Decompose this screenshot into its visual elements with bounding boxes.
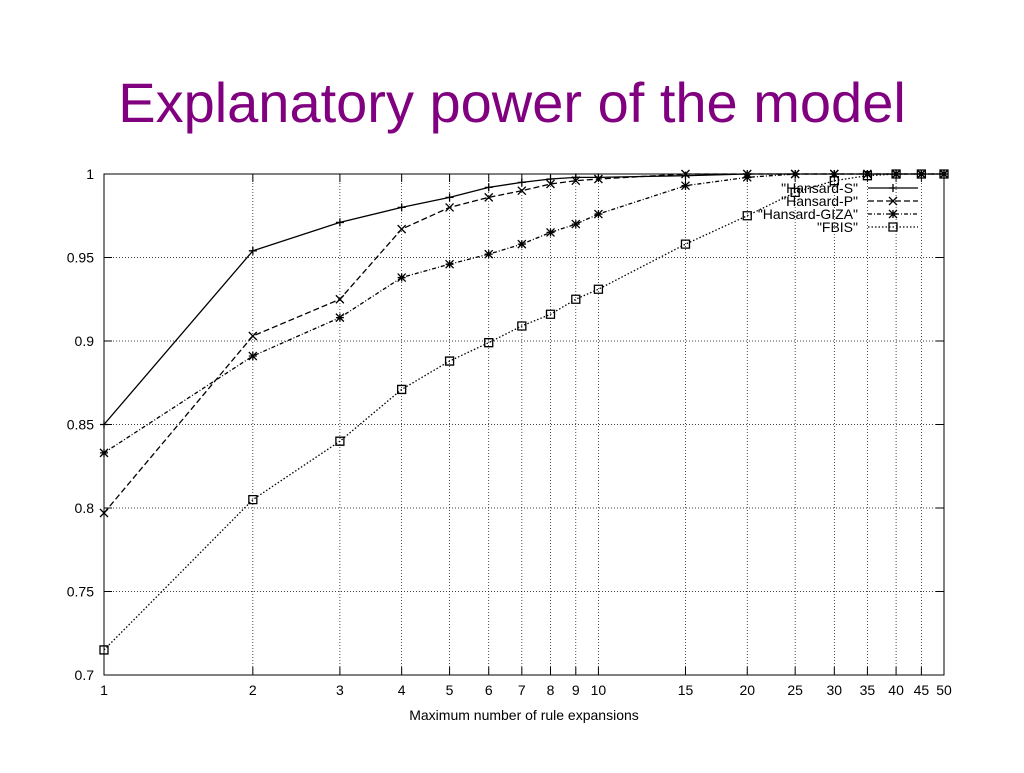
x-tick-label: 10 [591, 682, 607, 698]
point-marker [248, 351, 258, 361]
point-marker [445, 202, 455, 212]
point-marker [99, 448, 109, 458]
series-line [103, 173, 944, 651]
point-marker [829, 176, 839, 186]
point-marker [444, 356, 455, 366]
chart-title: Explanatory power of the model [118, 71, 906, 134]
point-marker [335, 313, 345, 323]
legend-label: "Hansard-GIZA" [758, 206, 858, 222]
point-marker [862, 169, 872, 179]
x-tick-label: 7 [518, 682, 526, 698]
point-marker [546, 175, 555, 184]
legend-label: "FBIS" [817, 219, 858, 235]
point-marker [484, 183, 493, 192]
legend-marker [888, 209, 898, 219]
x-tick-label: 35 [860, 682, 876, 698]
x-tick-label: 15 [678, 682, 694, 698]
point-marker [593, 209, 603, 219]
point-marker [546, 179, 555, 189]
point-marker [546, 227, 555, 237]
legend-label: "Hansard-P" [781, 193, 858, 209]
point-marker [397, 203, 406, 212]
y-tick-label: 0.95 [67, 250, 94, 266]
x-tick-label: 20 [739, 682, 755, 698]
point-marker [517, 186, 527, 196]
point-marker [335, 218, 344, 227]
legend-marker [888, 222, 898, 232]
point-marker [742, 211, 752, 221]
point-marker [939, 169, 949, 179]
x-tick-label: 5 [446, 682, 454, 698]
x-tick-label: 8 [547, 682, 555, 698]
y-tick-label: 0.8 [75, 500, 95, 516]
point-marker [593, 174, 603, 184]
point-marker [594, 173, 603, 182]
series-line [103, 173, 944, 425]
point-marker [517, 239, 527, 249]
point-marker [397, 384, 407, 395]
point-marker [916, 169, 927, 179]
point-marker [891, 169, 901, 179]
point-marker [248, 495, 258, 505]
x-tick-label: 4 [398, 682, 406, 698]
x-tick-label: 1 [100, 682, 108, 698]
x-axis-label: Maximum number of rule expansions [409, 707, 639, 723]
point-marker [891, 169, 901, 179]
point-marker [571, 219, 581, 229]
x-tick-label: 3 [336, 682, 344, 698]
point-marker [862, 171, 873, 181]
y-tick-label: 1 [86, 166, 94, 182]
point-marker [445, 259, 455, 269]
x-tick-label: 25 [787, 682, 803, 698]
point-marker [335, 436, 345, 446]
point-marker [99, 645, 109, 655]
point-marker [545, 309, 556, 319]
point-marker [248, 246, 257, 255]
point-marker [571, 294, 581, 304]
series-line [103, 173, 944, 454]
point-marker [100, 420, 108, 429]
point-marker [681, 181, 690, 191]
point-marker [397, 224, 407, 234]
x-tick-label: 40 [888, 682, 904, 698]
point-marker [681, 169, 690, 179]
point-marker [571, 176, 581, 186]
series-line [103, 173, 944, 514]
x-tick-label: 50 [936, 682, 952, 698]
point-marker [484, 249, 494, 259]
legend-marker [888, 196, 898, 206]
point-marker [681, 171, 690, 180]
point-marker [99, 508, 109, 518]
x-tick-label: 6 [485, 682, 493, 698]
point-marker [517, 178, 526, 187]
point-marker [829, 169, 839, 179]
x-tick-label: 45 [914, 682, 930, 698]
point-marker [517, 321, 527, 331]
point-marker [335, 294, 345, 304]
x-tick-label: 30 [827, 682, 843, 698]
legend-marker [889, 184, 897, 192]
point-marker [680, 239, 691, 249]
x-tick-label: 9 [572, 682, 580, 698]
point-marker [484, 192, 494, 202]
point-marker [484, 338, 494, 348]
point-marker [790, 169, 800, 179]
y-tick-label: 0.7 [75, 667, 95, 683]
point-marker [742, 172, 752, 182]
y-tick-label: 0.75 [67, 584, 94, 600]
point-marker [593, 284, 604, 294]
point-marker [790, 187, 800, 198]
point-marker [916, 169, 926, 179]
point-marker [397, 273, 407, 282]
y-tick-label: 0.85 [67, 417, 94, 433]
x-tick-label: 2 [249, 682, 257, 698]
y-tick-label: 0.9 [75, 333, 95, 349]
point-marker [445, 193, 454, 202]
point-marker [248, 331, 258, 341]
